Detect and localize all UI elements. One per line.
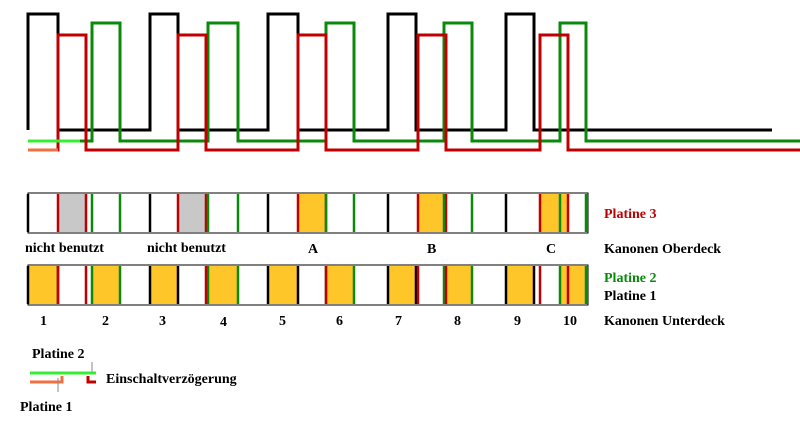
unterdeck-label-9: 9: [514, 314, 521, 329]
unterdeck-label-5: 5: [279, 314, 286, 329]
unterdeck-label-1: 1: [40, 314, 47, 329]
unterdeck-slot-6: [326, 266, 354, 304]
unterdeck-slot-7: [388, 266, 416, 304]
oberdeck-slot-4: [418, 194, 446, 232]
platine2-label: Platine 2: [604, 271, 657, 286]
unterdeck-slot-3: [150, 266, 178, 304]
unterdeck-slot-10: [560, 266, 586, 304]
platine2-signal: [28, 21, 800, 143]
oberdeck-labels: nicht benutzt nicht benutzt A B C: [25, 241, 556, 257]
unterdeck-label-3: 3: [159, 314, 166, 329]
legend-platine2-label: Platine 2: [32, 347, 85, 362]
platine1-signal: [26, 12, 772, 132]
oberdeck-slot-bar: [26, 192, 589, 234]
unterdeck-slot-9: [506, 266, 534, 304]
unterdeck-slot-1: [28, 266, 58, 304]
oberdeck-slot-1: [58, 194, 86, 232]
oberdeck-label-5: C: [546, 242, 556, 257]
legend-platine1-label: Platine 1: [20, 400, 73, 415]
unterdeck-slot-5: [268, 266, 298, 304]
unterdeck-bar-frame: [27, 264, 589, 306]
platine1-label: Platine 1: [604, 289, 657, 304]
oberdeck-slot-5: [540, 194, 568, 232]
legend-delay-label: Einschaltverzögerung: [106, 372, 237, 387]
oberdeck-label-2: nicht benutzt: [147, 241, 226, 256]
unterdeck-labels: 1 2 3 4 5 6 7 8 9 10: [40, 314, 577, 330]
unterdeck-label-7: 7: [395, 314, 402, 329]
oberdeck-slot-3: [298, 194, 326, 232]
oberdeck-label-3: A: [308, 242, 319, 257]
unterdeck-label-10: 10: [563, 314, 577, 329]
oberdeck-label-1: nicht benutzt: [25, 241, 104, 256]
unterdeck-label-6: 6: [336, 314, 343, 329]
legend: Platine 2 Einschaltverzögerung Platine 1: [20, 347, 237, 415]
legend-platine1-line: [30, 376, 64, 384]
waveforms: [26, 12, 800, 152]
unterdeck-label-8: 8: [454, 314, 461, 329]
oberdeck-slot-2: [178, 194, 206, 232]
unterdeck-slot-2: [92, 266, 120, 304]
kanonen-oberdeck-label: Kanonen Oberdeck: [604, 242, 721, 257]
platine3-label: Platine 3: [604, 207, 657, 222]
oberdeck-label-4: B: [427, 242, 436, 257]
platine3-signal: [28, 33, 800, 152]
unterdeck-slot-8: [444, 266, 472, 304]
kanonen-unterdeck-label: Kanonen Unterdeck: [604, 314, 725, 329]
unterdeck-slot-4: [208, 266, 238, 304]
legend-delay-marker: [86, 376, 96, 384]
unterdeck-label-4: 4: [220, 315, 227, 330]
unterdeck-label-2: 2: [102, 314, 109, 329]
unterdeck-slot-bar: [26, 264, 589, 306]
